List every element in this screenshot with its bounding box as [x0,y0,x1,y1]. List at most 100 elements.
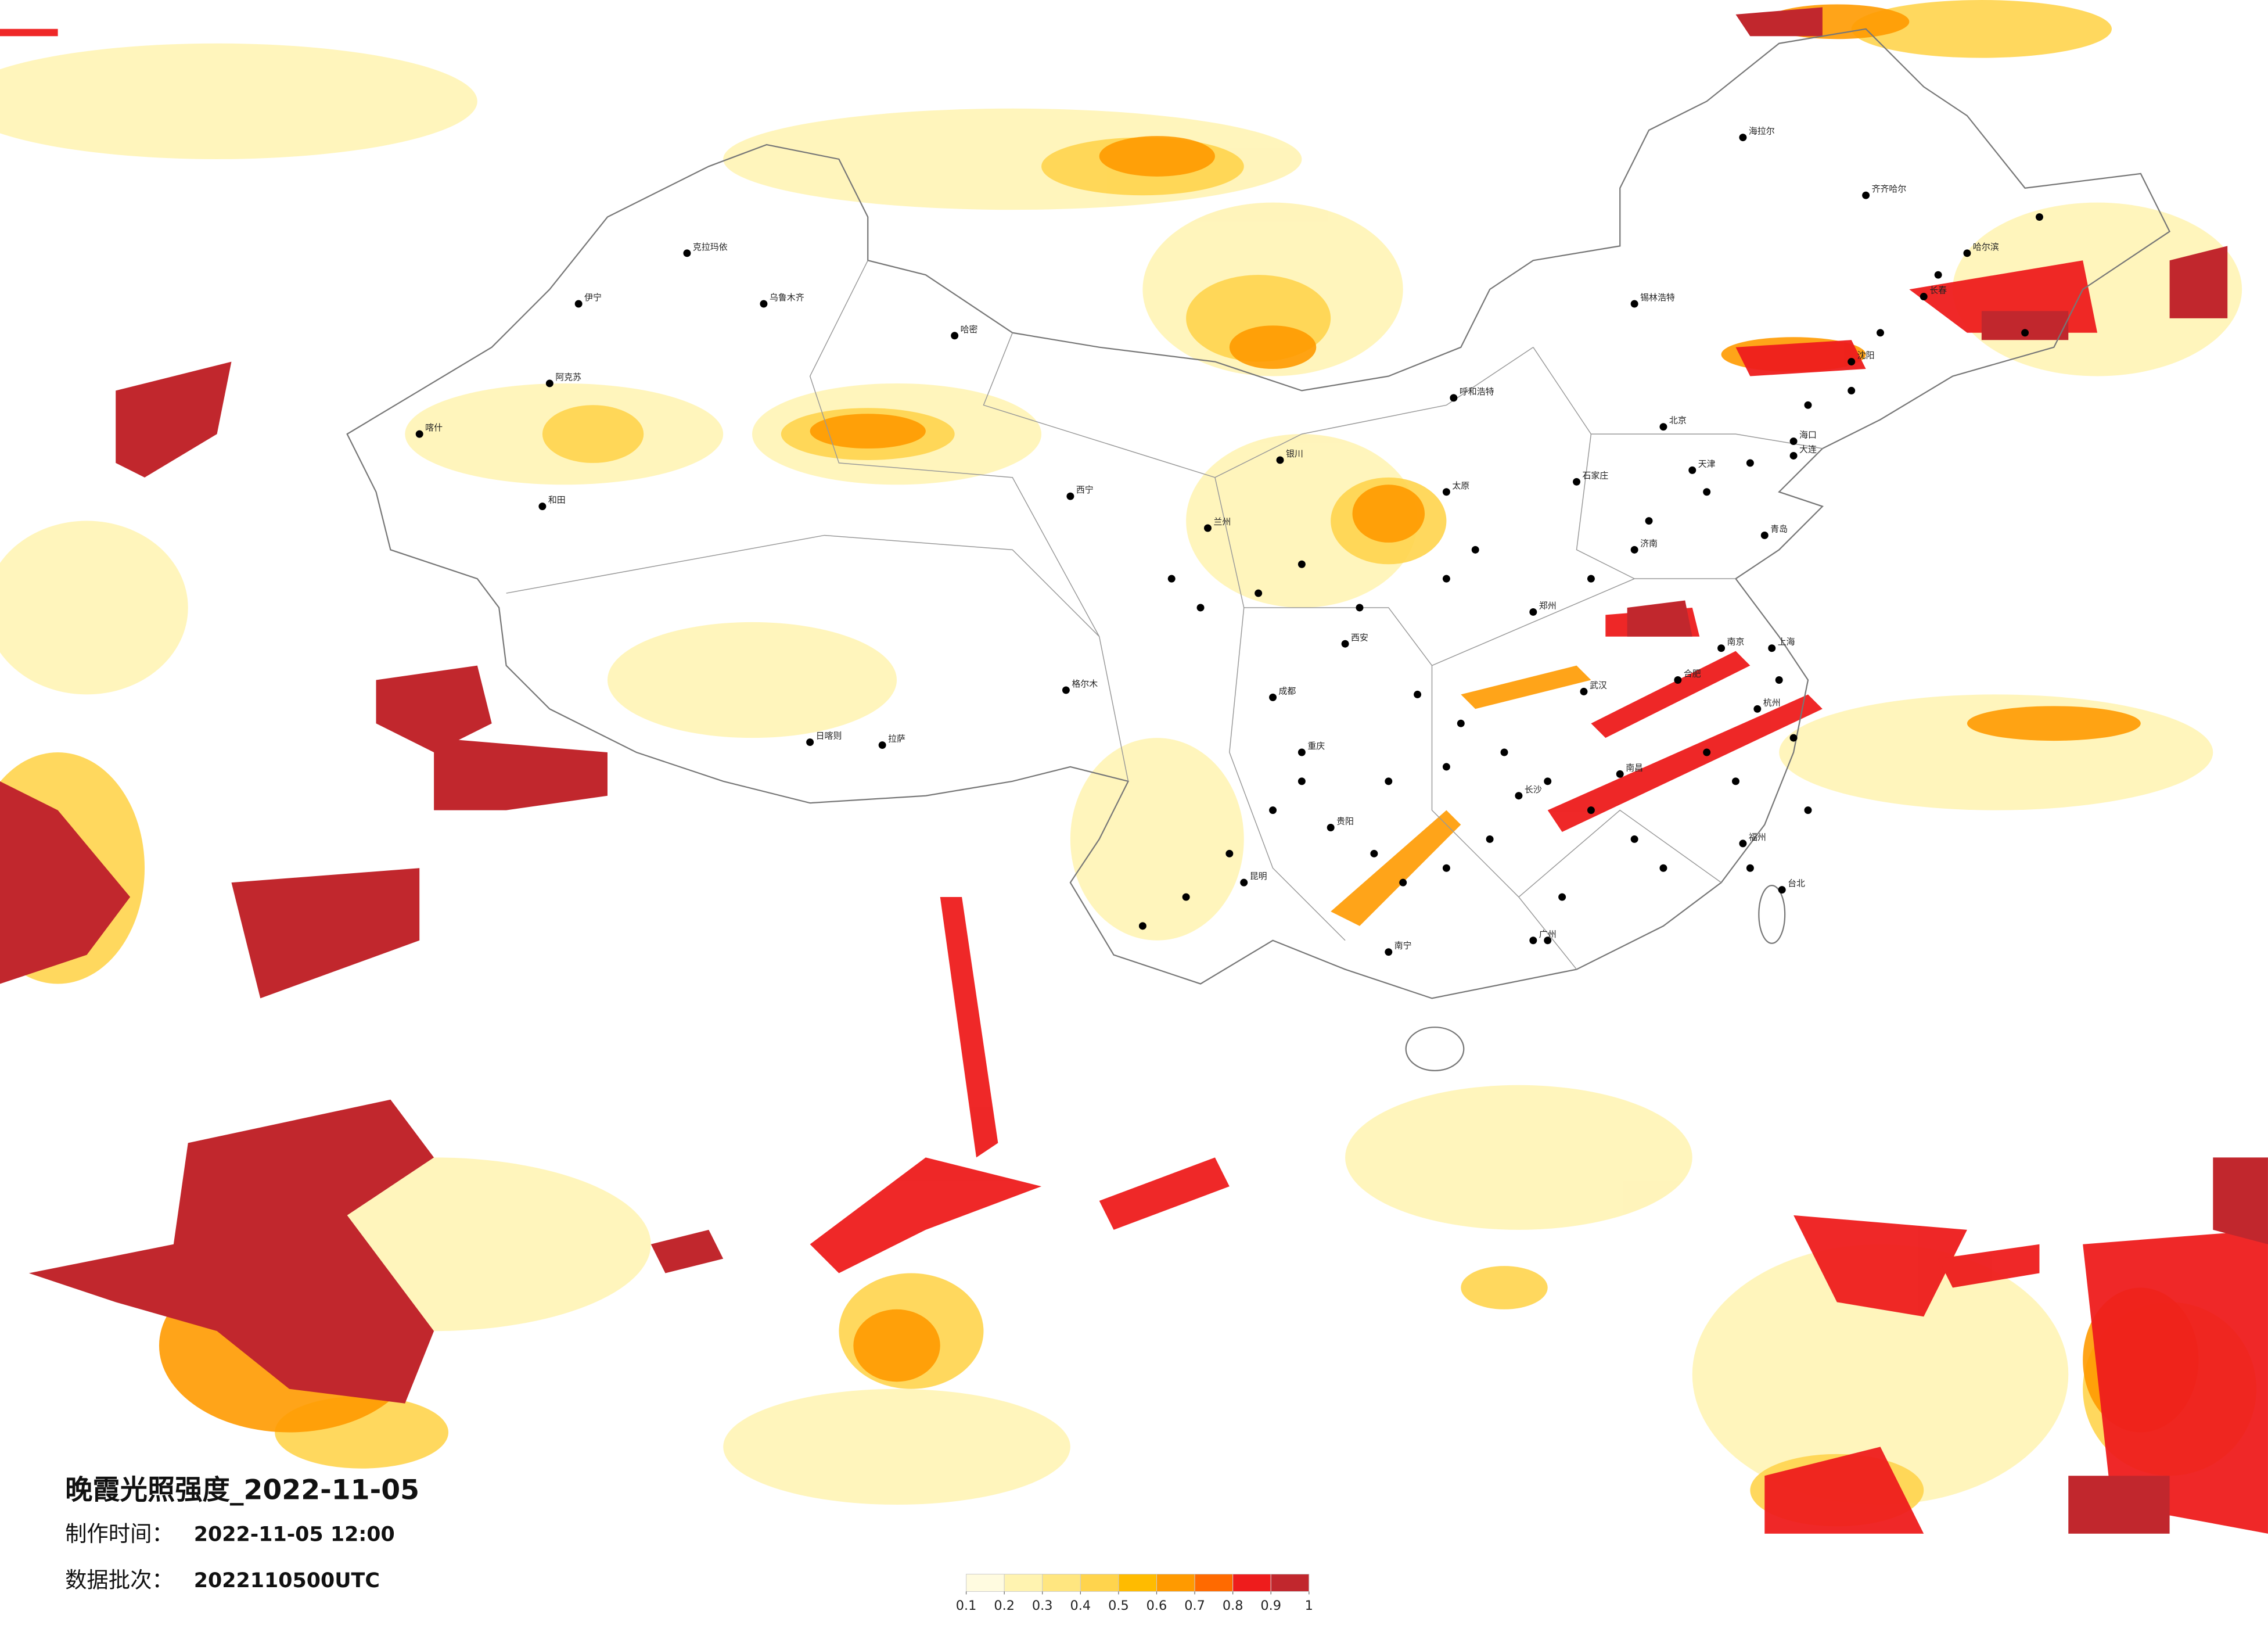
city-dot [1739,134,1747,142]
made-label: 制作时间： [65,1521,174,1547]
city-dot [1920,293,1928,301]
city-dot [1297,560,1306,568]
colorbar-bin [1156,1574,1195,1592]
city-label: 南昌 [1626,762,1643,773]
city-dot [2021,329,2029,337]
city-dot [1659,864,1667,872]
city-dot [1297,777,1306,785]
city-dot [1877,329,1884,337]
city-label: 青岛 [1770,523,1788,534]
city-dot [1703,748,1711,756]
city-dot [1544,777,1552,785]
city-label: 海拉尔 [1749,126,1775,137]
city-dot [1327,824,1335,831]
city-label: 长沙 [1525,784,1542,795]
city-dot [1760,531,1769,539]
city-dot [1138,922,1146,930]
city-dot [1703,488,1711,496]
city-dot [1862,191,1870,199]
city-dot [1370,849,1378,857]
colorbar-bin [1232,1574,1271,1592]
city-dot [1066,492,1074,500]
city-dot [1255,589,1263,597]
city-dot [1789,452,1798,460]
city-label: 银川 [1286,448,1303,459]
city-dot [1746,864,1754,872]
colorbar-tick-label: 0.6 [1146,1598,1167,1613]
city-dot [1276,456,1284,464]
city-dot [1269,806,1277,814]
city-label: 格尔木 [1072,679,1098,689]
colorbar-tick-label: 0.7 [1184,1598,1205,1613]
colorbar: 0.1 0.2 0.3 0.4 0.5 0.6 0.7 0.8 0.9 1 [956,1574,1313,1613]
colorbar-tick-label: 1 [1305,1598,1313,1613]
batch-label: 数据批次： [65,1567,174,1593]
city-label: 广州 [1539,929,1557,939]
city-label: 西安 [1351,632,1368,643]
taiwan-outline [1758,885,1786,944]
city-dot [1630,300,1638,308]
city-dot [1500,748,1508,756]
country-outline [346,28,2171,999]
city-dot [1630,546,1638,554]
title: 晚霞光照强度_2022-11-05 [65,1474,419,1506]
province-borders [506,260,1823,970]
colorbar-tick-label: 0.8 [1223,1598,1243,1613]
city-label: 克拉玛依 [693,242,728,252]
city-dot [1450,394,1458,402]
colorbar-bin [1080,1574,1119,1592]
city-dot [1768,644,1776,652]
city-dot [1196,604,1205,612]
city-dot [1204,524,1212,532]
city-label: 长春 [1929,285,1947,296]
city-dot [1804,806,1812,814]
batch: 2022110500UTC [194,1569,380,1592]
city-label: 海口 [1799,430,1817,440]
colorbar-bin [1118,1574,1157,1592]
city-dot [1732,777,1739,785]
city-dot [1674,676,1682,684]
city-dot [1356,604,1364,612]
city-label: 太原 [1452,480,1469,491]
city-dot [574,300,583,308]
city-label: 兰州 [1213,516,1231,527]
colorbar-tick-label: 0.4 [1070,1598,1091,1613]
city-label: 合肥 [1684,669,1701,679]
city-dot [1457,719,1465,727]
city-dot [2035,213,2043,221]
colorbar-tick-label: 0.3 [1032,1598,1053,1613]
city-dot [415,430,423,438]
city-dot [1297,748,1306,756]
city-label: 沈阳 [1857,350,1875,361]
colorbar-tick-label: 0.9 [1260,1598,1281,1613]
city-label: 日喀则 [816,731,842,741]
city-dot [1399,878,1407,887]
city-dot [1529,608,1537,616]
city-label: 大连 [1799,444,1817,455]
city-dot [1804,401,1812,409]
city-dot [1573,478,1581,486]
city-label: 喀什 [425,422,443,433]
made-time: 2022-11-05 12:00 [194,1523,395,1546]
city-dot [538,503,547,511]
city-label: 哈密 [961,324,978,335]
city-dot [1717,644,1726,652]
city-dot [1442,763,1450,771]
city-label: 郑州 [1539,600,1557,611]
city-dot [1442,864,1450,872]
city-dot [1688,466,1696,474]
city-dot [1630,835,1638,843]
city-label: 石家庄 [1582,470,1608,480]
city-label: 伊宁 [584,292,602,303]
city-dot [1385,777,1393,785]
colorbar-bin [1270,1574,1310,1592]
city-dot [1515,792,1523,800]
city-dot [1442,488,1450,496]
city-dot [878,741,886,749]
colorbar-tick-label: 0.2 [994,1598,1015,1613]
city-dot [1616,770,1624,778]
info-panel: 晚霞光照强度_2022-11-05 制作时间： 2022-11-05 12:00… [65,1474,419,1593]
city-dot [1934,271,1942,279]
